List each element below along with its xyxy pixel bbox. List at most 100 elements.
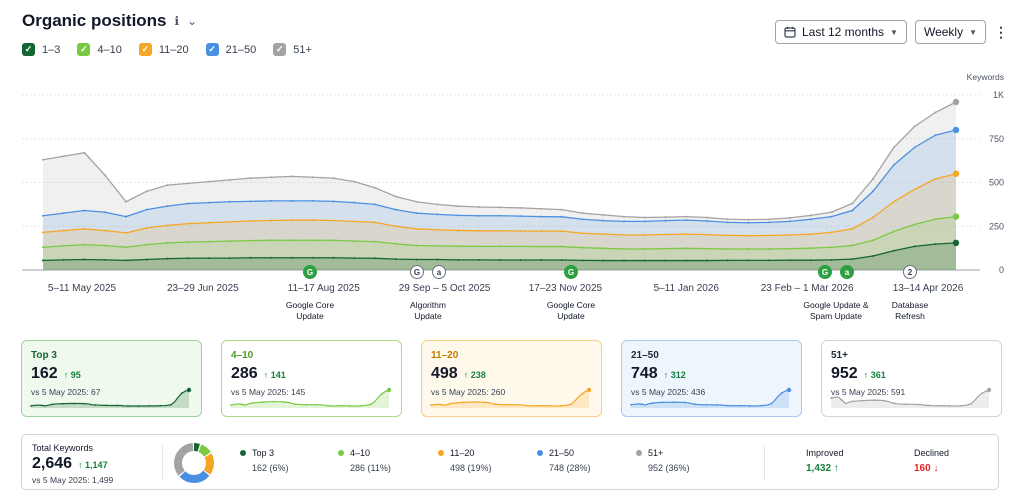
legend-item-4-10[interactable]: ✓ 4–10 [77, 43, 122, 56]
card-11-20[interactable]: 11–20 498 ↑ 238 vs 5 May 2025: 260 [421, 340, 602, 417]
caret-down-icon: ▼ [969, 27, 977, 37]
interval-label: Weekly [923, 25, 964, 39]
checkbox-checked-icon[interactable]: ✓ [205, 43, 219, 56]
data-point [125, 231, 127, 234]
legend-item-1-3[interactable]: ✓ 1–3 [22, 43, 60, 56]
sparkline-point [159, 404, 162, 407]
annotation-badge-label: G [307, 268, 313, 277]
divider [162, 445, 163, 481]
data-point [374, 186, 376, 189]
data-point [851, 258, 854, 261]
data-point [436, 228, 439, 231]
series-end-point [952, 98, 960, 106]
data-point [768, 218, 771, 221]
annotation-badge-label: G [568, 268, 574, 277]
sparkline-point [51, 403, 54, 406]
card-21-50[interactable]: 21–50 748 ↑ 312 vs 5 May 2025: 436 [621, 340, 802, 417]
y-tick-label: 0 [999, 265, 1004, 275]
data-point [706, 220, 708, 222]
chevron-down-icon[interactable]: ⌄ [187, 14, 198, 28]
breakdown-value: 162 (6%) [252, 463, 289, 473]
data-point [311, 219, 314, 222]
data-point [602, 259, 605, 262]
data-point [913, 188, 916, 191]
legend-item-11-20[interactable]: ✓ 11–20 [138, 43, 189, 56]
breakdown-51-plus: 51+ 952 (36%) [636, 448, 690, 473]
annotation-label: Update [557, 311, 585, 321]
data-point [851, 209, 854, 212]
sparkline-point [759, 404, 762, 407]
data-point [125, 259, 127, 262]
sparkline-point [316, 403, 319, 406]
breakdown-4-10: 4–10 286 (11%) [338, 448, 391, 473]
legend-item-51-plus[interactable]: ✓ 51+ [273, 43, 312, 56]
data-point [934, 178, 937, 180]
card-4-10[interactable]: 4–10 286 ↑ 141 vs 5 May 2025: 145 [221, 340, 402, 417]
data-point [62, 244, 65, 247]
sparkline-line [230, 389, 390, 407]
more-vertical-icon[interactable]: ⋮ [994, 24, 1008, 40]
data-point [872, 190, 874, 193]
checkbox-checked-icon[interactable]: ✓ [22, 43, 35, 56]
data-point [145, 208, 148, 211]
date-range-select[interactable]: Last 12 months ▼ [774, 20, 907, 44]
info-icon[interactable]: ℹ [174, 14, 180, 28]
series-area [43, 102, 956, 270]
data-point [581, 232, 584, 235]
data-point [519, 229, 522, 232]
card-delta: ↑ 141 [263, 370, 286, 380]
sparkline-end-point [786, 387, 792, 393]
checkbox-checked-icon[interactable]: ✓ [273, 43, 287, 56]
data-point [747, 259, 750, 262]
annotation-badge [903, 265, 917, 279]
data-point [602, 219, 605, 222]
interval-select[interactable]: Weekly ▼ [914, 20, 986, 44]
legend-label: 4–10 [97, 43, 122, 56]
card-value: 286 [231, 365, 258, 382]
card-51-plus[interactable]: 51+ 952 ↑ 361 vs 5 May 2025: 591 [821, 340, 1002, 417]
annotation-label: Algorithm [410, 300, 446, 310]
data-point [62, 258, 65, 261]
data-point [830, 215, 833, 218]
annotation-badge-label: G [414, 268, 420, 277]
sparkline-point [40, 404, 43, 407]
data-point [374, 203, 376, 206]
data-point [104, 258, 107, 261]
checkbox-checked-icon[interactable]: ✓ [138, 43, 152, 56]
data-point [228, 240, 231, 243]
sparkline-point [705, 403, 708, 406]
data-point [394, 242, 397, 245]
data-point [145, 190, 148, 193]
divider [764, 445, 765, 481]
data-point [498, 245, 501, 248]
annotation-badge [564, 265, 578, 279]
data-point [249, 239, 252, 242]
card-delta: ↑ 95 [63, 370, 81, 380]
card-top-3[interactable]: Top 3 162 ↑ 95 vs 5 May 2025: 67 [21, 340, 202, 417]
legend-item-21-50[interactable]: ✓ 21–50 [205, 43, 256, 56]
sparkline [630, 387, 792, 408]
sparkline-point [473, 401, 475, 403]
data-point [664, 247, 667, 250]
data-point [436, 213, 439, 216]
checkbox-checked-icon[interactable]: ✓ [77, 43, 91, 56]
sparkline-point [927, 404, 929, 407]
page-title: Organic positions [22, 11, 167, 30]
dot-icon [240, 450, 246, 456]
breakdown-value: 498 (19%) [450, 463, 492, 473]
organic-positions-chart[interactable]: Keywords 1K 750 500 250 0 5–11 May 2025 23–29 J… [0, 70, 1024, 326]
data-point [249, 220, 252, 222]
caret-down-icon: ▼ [890, 27, 898, 37]
breakdown-value: 952 (36%) [648, 463, 690, 473]
card-value: 952 [831, 365, 858, 382]
improved-label: Improved [806, 448, 844, 458]
breakdown-name: Top 3 [252, 448, 275, 458]
data-point [477, 206, 480, 208]
data-point [394, 195, 397, 198]
data-point [664, 216, 667, 219]
data-point [166, 224, 169, 227]
data-point [394, 208, 397, 211]
data-point [311, 176, 314, 179]
sparkline-point [240, 403, 243, 406]
data-point [519, 206, 522, 209]
